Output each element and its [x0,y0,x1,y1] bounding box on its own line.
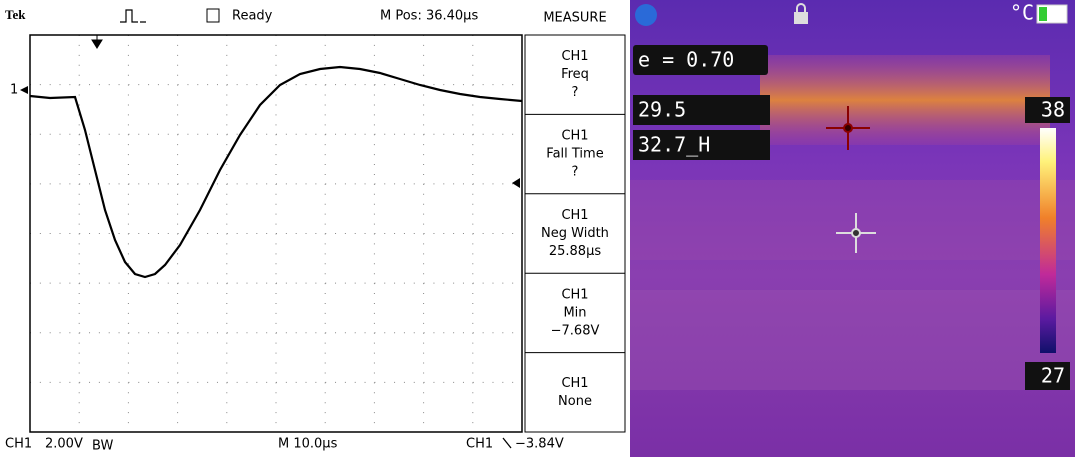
menu-line: CH1 [561,49,588,64]
lock-icon [794,12,808,24]
footer-scale: 2.00V [45,437,83,452]
color-scale [1040,128,1056,353]
spot-temp: 29.5 [638,98,686,122]
footer-trigger-level: −3.84V [515,437,564,452]
emissivity: e = 0.70 [638,48,734,72]
scale-max: 38 [1041,98,1065,122]
footer-timebase: M 10.0µs [278,437,338,452]
menu-line: 25.88µs [549,244,601,259]
footer-bandwidth: BW [92,439,113,454]
footer-channel: CH1 [5,437,32,452]
menu-line: CH1 [561,208,588,223]
footer-trigger-source: CH1 [466,437,493,452]
mode-icon [635,4,657,26]
menu-line: ? [572,165,579,180]
channel-marker: 1 [10,83,18,98]
lock-shackle [796,3,806,12]
status: Ready [232,9,273,24]
scope-background [0,0,625,457]
trigger-position-marker [91,35,103,49]
thermal-hot-band [760,55,1050,145]
channel-arrow [20,86,28,94]
waveform [29,65,523,279]
trigger-icon [120,9,146,23]
menu-line: −7.68V [551,323,600,338]
spot-crosshair [836,213,876,253]
label-box [633,45,768,75]
hot-crosshair [826,106,870,150]
brand: Tek [5,7,26,22]
thermal-shade [630,180,1075,260]
thermal-shade [630,290,1075,390]
scope-grid [30,35,522,432]
max-temp: 32.7_H [638,133,710,157]
menu-line: ? [572,85,579,100]
menu-panel [524,34,626,433]
label-box [1025,362,1070,390]
trigger-level-arrow [512,178,520,188]
position: M Pos: 36.40µs [380,9,478,24]
menu-title: MEASURE [543,11,606,26]
menu-line: Freq [561,67,589,82]
menu-line: CH1 [561,287,588,302]
scale-min: 27 [1041,364,1065,388]
menu-line: Fall Time [546,147,603,162]
label-box [1025,97,1070,123]
battery-level [1039,7,1047,21]
scope-frame [29,34,523,433]
unit: °C [1010,1,1034,25]
trigger-slope-icon [502,437,512,449]
menu-line: Min [563,305,586,320]
label-box [633,95,770,125]
status-icon [206,8,220,23]
label-box [633,130,770,160]
menu-line: Neg Width [541,226,609,241]
menu-line: CH1 [561,129,588,144]
menu-line: CH1 [561,376,588,391]
menu-line: None [558,394,592,409]
